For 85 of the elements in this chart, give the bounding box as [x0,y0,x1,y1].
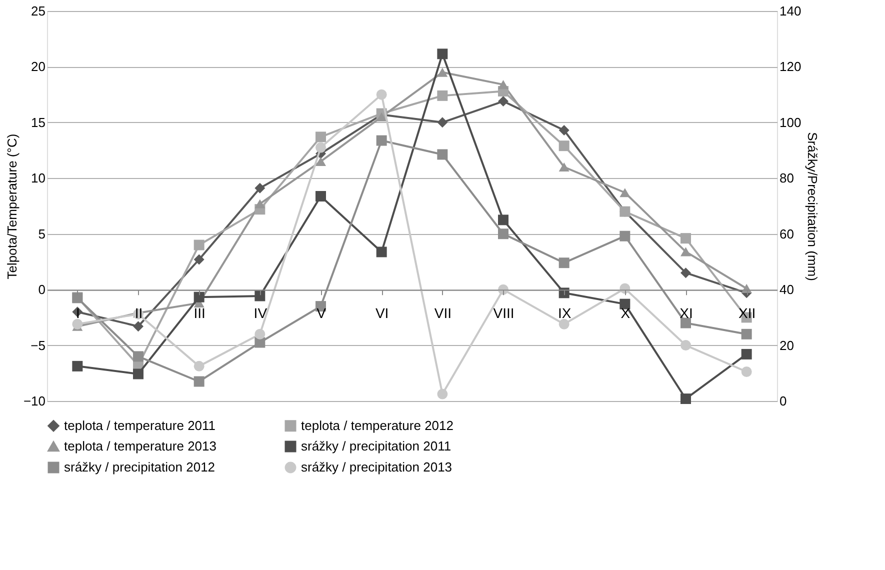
point [620,188,630,198]
point [72,360,83,372]
y-tick-label: 10 [31,170,46,186]
point [72,318,83,330]
point [194,376,204,387]
point [558,124,570,136]
point [620,230,630,242]
y2-tick-label: 100 [780,114,802,130]
point [498,80,508,90]
y-tick-label: 20 [31,59,46,74]
point [680,233,691,244]
y2-tick-label: 80 [780,170,794,186]
x-tick-label: IX [558,305,572,322]
y-tick-label: 0 [38,282,46,298]
point [194,240,204,250]
y-tick-label: 25 [31,4,46,18]
point [741,328,752,340]
point [437,48,448,60]
x-tick-label: III [194,305,206,322]
x-tick-label: VI [375,305,389,322]
y-tick-label: −10 [23,394,46,408]
x-tick-label: XII [738,305,756,322]
point [316,156,326,166]
point [558,258,570,268]
y-tick-label: −5 [30,338,46,353]
point [254,290,266,302]
y-tick-label: 5 [38,226,46,242]
legend-label: teplota / temperature 2011 [64,418,216,433]
point [498,214,508,226]
point [316,191,326,202]
point [316,132,326,142]
point [558,162,570,172]
point [498,228,508,240]
point [194,292,204,302]
point [680,318,691,328]
legend-label: srážky / precipitation 2011 [301,438,452,454]
x-tick-label: V [316,305,327,322]
point [254,199,266,208]
y2-tick-label: 60 [780,226,794,242]
y-axis-title: Telpota/Temperature (°C) [4,134,20,280]
x-tick-label: VII [434,305,452,322]
legend-label: srážky / precipitation 2012 [64,460,216,474]
point [680,394,691,404]
point [680,247,691,256]
legend-label: srážky / precipitation 2013 [301,460,452,474]
x-tick-label: I [76,305,80,322]
point [376,89,387,100]
point [437,68,448,77]
point [194,254,204,265]
y2-tick-label: 0 [780,394,787,408]
point [316,142,326,153]
point [558,318,570,330]
legend-label: teplota / temperature 2013 [64,438,216,454]
y2-tick-label: 120 [780,59,802,74]
point [254,182,266,194]
point [194,360,204,372]
y2-tick-label: 20 [780,338,794,353]
point [498,96,508,106]
point [741,348,752,360]
point [437,90,448,101]
x-tick-label: XI [680,305,693,322]
y2-tick-label: 40 [780,282,794,298]
point [741,366,752,377]
point [376,246,387,258]
point [437,388,448,400]
point [133,351,144,362]
legend-label: teplota / temperature 2012 [301,418,454,433]
point [680,340,691,351]
y2-tick-label: 140 [780,4,802,18]
y-tick-label: 15 [31,114,46,130]
point [133,321,144,332]
point [376,112,387,122]
x-tick-label: X [620,305,631,322]
point [558,288,570,298]
x-tick-label: II [134,305,143,322]
x-tick-label: VIII [493,305,514,322]
point [437,149,448,160]
x-tick-label: IV [254,305,268,322]
point [254,328,266,340]
point [376,135,387,146]
point [133,368,144,380]
y2-axis-title: Srážky/Precipitation (mm) [805,132,820,281]
point [437,117,448,128]
point [558,140,570,152]
point [680,268,691,278]
